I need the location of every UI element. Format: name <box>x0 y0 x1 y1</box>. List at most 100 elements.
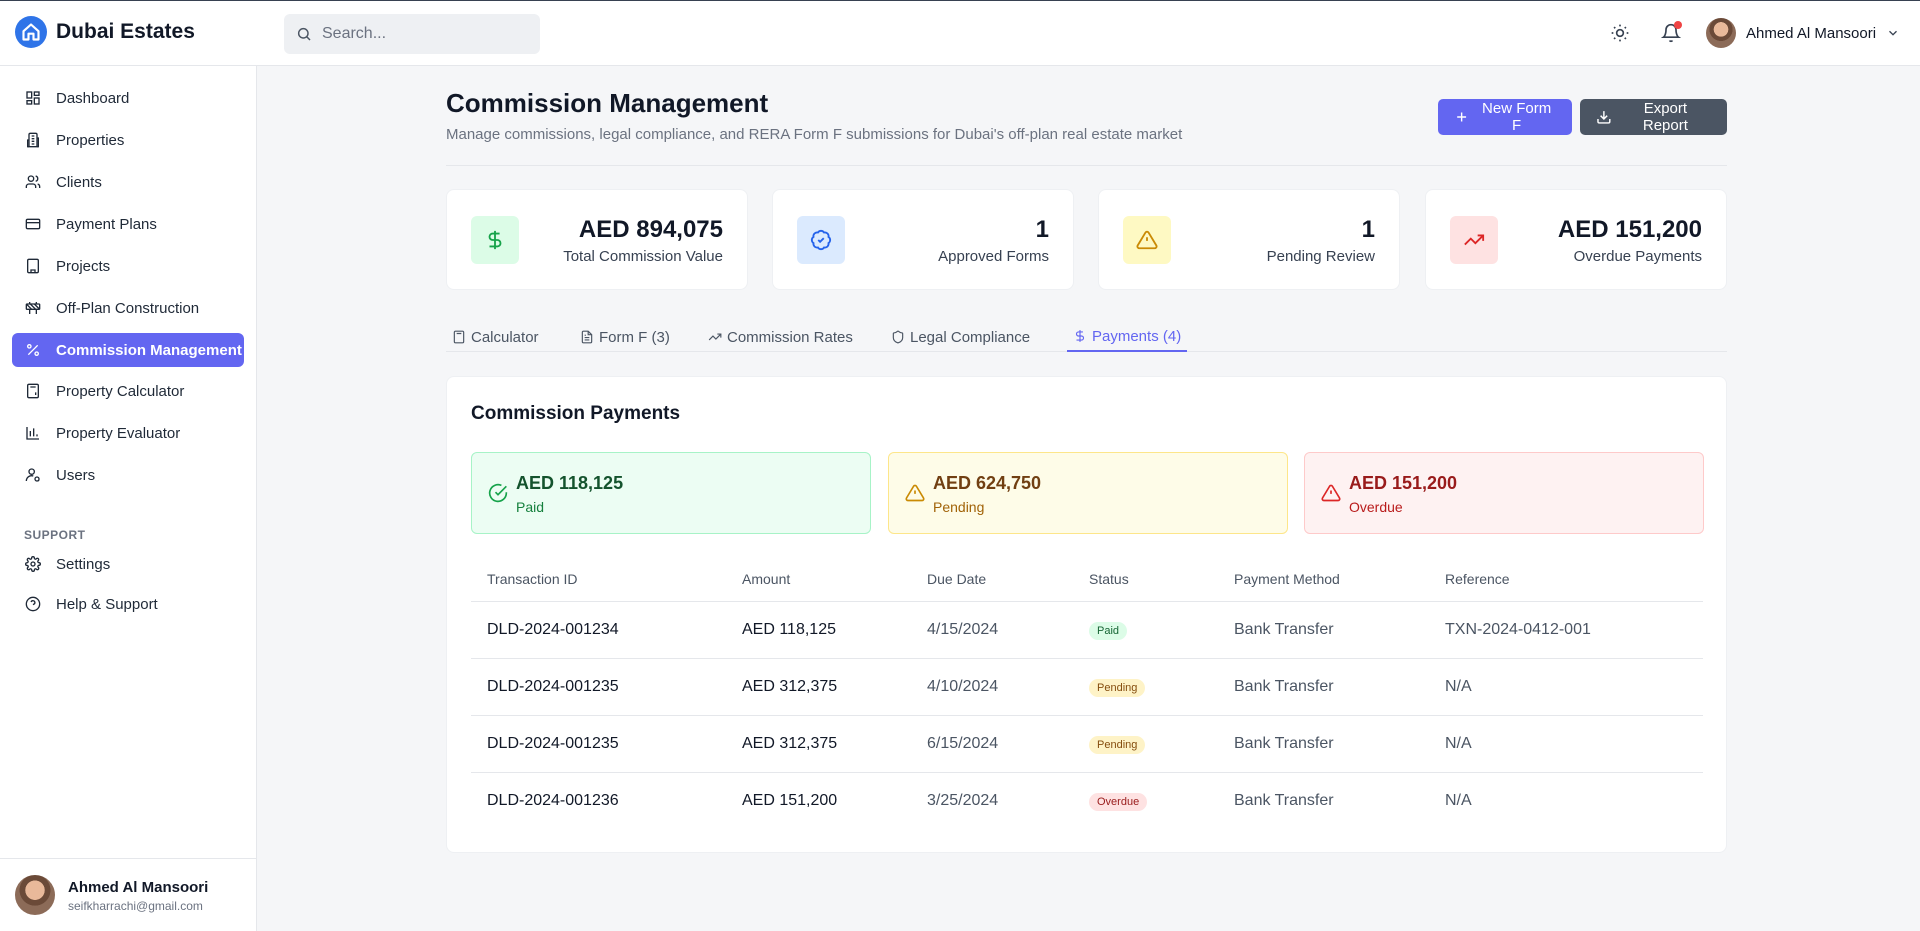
tab-payments[interactable]: Payments (4) <box>1067 322 1188 352</box>
summary-amount: AED 118,125 <box>516 473 624 493</box>
stat-card-approved-forms: 1 Approved Forms <box>772 189 1074 290</box>
due-date: 6/15/2024 <box>927 735 999 752</box>
warning-icon <box>905 484 925 502</box>
sidebar-item-commission-management[interactable]: Commission Management <box>12 333 244 367</box>
sidebar-item-label: Dashboard <box>56 89 130 107</box>
sidebar-item-payment-plans[interactable]: Payment Plans <box>12 207 244 241</box>
tab-label: Form F (3) <box>599 328 670 346</box>
user-key-icon <box>25 468 40 482</box>
bar-chart-icon <box>26 427 39 440</box>
summary-label: Pending <box>933 499 985 515</box>
status-badge: Overdue <box>1089 793 1148 811</box>
stat-value: AED 894,075 <box>578 216 723 243</box>
summary-pending: AED 624,750 Pending <box>888 452 1288 534</box>
table-row[interactable]: DLD-2024-001235 AED 312,375 4/10/2024 Pe… <box>471 659 1703 716</box>
sidebar-item-help-support[interactable]: Help & Support <box>12 587 244 621</box>
bell-icon <box>1661 23 1681 43</box>
reference: N/A <box>1445 792 1472 809</box>
summary-amount: AED 151,200 <box>1349 473 1458 493</box>
sidebar-item-property-calculator[interactable]: Property Calculator <box>12 374 244 408</box>
sidebar-item-property-evaluator[interactable]: Property Evaluator <box>12 416 244 450</box>
sidebar-item-properties[interactable]: Properties <box>12 123 244 157</box>
stat-label: Approved Forms <box>938 248 1049 265</box>
brand-name: Dubai Estates <box>56 20 195 43</box>
users-icon <box>25 175 41 188</box>
sidebar-item-label: Users <box>56 466 96 484</box>
tab-commission-rates[interactable]: Commission Rates <box>708 322 853 352</box>
reference: N/A <box>1445 678 1472 695</box>
column-header: Reference <box>1445 571 1510 587</box>
column-header: Status <box>1089 571 1129 587</box>
status-badge: Paid <box>1089 622 1128 640</box>
tab-form-f[interactable]: Form F (3) <box>580 322 670 352</box>
warning-icon <box>1123 216 1171 264</box>
new-form-f-button[interactable]: New Form F <box>1438 99 1572 135</box>
export-report-label: Export Report <box>1642 100 1688 134</box>
search-input[interactable] <box>322 25 522 43</box>
payments-table: Transaction ID Amount Due Date Status Pa… <box>471 557 1703 830</box>
sidebar-item-label: Settings <box>56 555 111 573</box>
check-circle-icon <box>488 483 508 503</box>
shield-icon <box>892 330 904 344</box>
due-date: 4/10/2024 <box>927 678 999 695</box>
profile-name: Ahmed Al Mansoori <box>68 879 209 896</box>
summary-label: Overdue <box>1349 499 1403 515</box>
sidebar-item-settings[interactable]: Settings <box>12 547 244 581</box>
sidebar-item-users[interactable]: Users <box>12 458 244 492</box>
sidebar-item-label: Property Calculator <box>56 382 185 400</box>
stat-card-overdue-payments: AED 151,200 Overdue Payments <box>1425 189 1727 290</box>
sidebar-item-label: Properties <box>56 131 125 149</box>
chevron-down-icon <box>1889 30 1898 36</box>
commission-payments-card: Commission Payments AED 118,125 Paid AED… <box>446 376 1727 853</box>
export-report-button[interactable]: Export Report <box>1580 99 1727 135</box>
trend-up-icon <box>708 333 722 341</box>
tab-calculator[interactable]: Calculator <box>452 322 539 352</box>
reference: N/A <box>1445 735 1472 752</box>
sidebar: Dashboard Properties Clients Payment Pla… <box>0 66 257 931</box>
dollar-icon <box>1075 330 1085 342</box>
sidebar-item-dashboard[interactable]: Dashboard <box>12 81 244 115</box>
due-date: 4/15/2024 <box>927 621 999 638</box>
profile-email: seifkharrachi@gmail.com <box>68 899 203 913</box>
header-divider <box>446 165 1727 166</box>
download-icon <box>1597 111 1611 124</box>
page-subtitle: Manage commissions, legal compliance, an… <box>446 126 1183 143</box>
calculator-icon <box>453 330 465 344</box>
theme-toggle-button[interactable] <box>1608 21 1632 45</box>
column-header: Payment Method <box>1234 571 1340 587</box>
tab-label: Commission Rates <box>727 328 853 346</box>
search-box[interactable] <box>284 14 540 54</box>
stat-card-total-commission: AED 894,075 Total Commission Value <box>446 189 748 290</box>
amount: AED 312,375 <box>742 678 838 695</box>
brand[interactable]: Dubai Estates <box>15 16 195 48</box>
table-row[interactable]: DLD-2024-001235 AED 312,375 6/15/2024 Pe… <box>471 716 1703 773</box>
sidebar-item-label: Clients <box>56 173 102 191</box>
table-row[interactable]: DLD-2024-001234 AED 118,125 4/15/2024 Pa… <box>471 602 1703 659</box>
sidebar-user-profile[interactable]: Ahmed Al Mansoori seifkharrachi@gmail.co… <box>0 858 256 931</box>
help-icon <box>25 596 41 612</box>
stat-label: Total Commission Value <box>563 248 723 265</box>
calculator-icon <box>27 383 39 399</box>
construction-icon <box>25 302 41 314</box>
trend-up-icon <box>1450 216 1498 264</box>
tab-legal-compliance[interactable]: Legal Compliance <box>891 322 1030 352</box>
amount: AED 312,375 <box>742 735 838 752</box>
sidebar-item-projects[interactable]: Projects <box>12 249 244 283</box>
building-icon <box>27 132 39 148</box>
table-row[interactable]: DLD-2024-001236 AED 151,200 3/25/2024 Ov… <box>471 773 1703 830</box>
payment-method: Bank Transfer <box>1234 735 1334 752</box>
header-user-name: Ahmed Al Mansoori <box>1746 24 1877 42</box>
notifications-button[interactable] <box>1659 21 1683 45</box>
stat-card-pending-review: 1 Pending Review <box>1098 189 1400 290</box>
stat-label: Pending Review <box>1266 248 1375 265</box>
sidebar-item-off-plan-construction[interactable]: Off-Plan Construction <box>12 291 244 325</box>
user-menu[interactable]: Ahmed Al Mansoori <box>1706 18 1900 48</box>
tab-label: Legal Compliance <box>910 328 1031 346</box>
support-section-label: SUPPORT <box>24 528 86 542</box>
status-badge: Pending <box>1089 736 1146 754</box>
amount: AED 118,125 <box>742 621 836 638</box>
column-header: Amount <box>742 571 791 587</box>
stat-value: 1 <box>1035 216 1049 243</box>
sidebar-item-clients[interactable]: Clients <box>12 165 244 199</box>
amount: AED 151,200 <box>742 792 838 809</box>
